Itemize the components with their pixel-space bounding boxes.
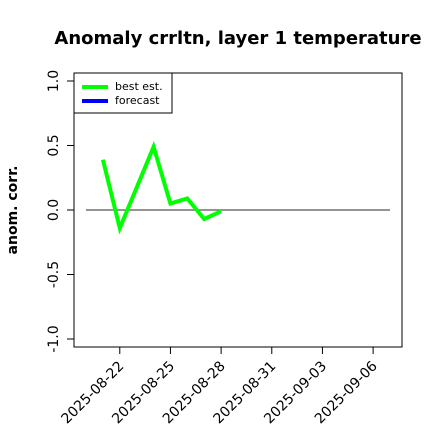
series-line-best-estimate — [100, 140, 222, 235]
legend-box — [73, 72, 173, 114]
y-tick-label: 0.5 — [46, 134, 62, 156]
x-axis: 2025-08-222025-08-252025-08-282025-08-31… — [59, 346, 381, 427]
chart-title: Anomaly crrltn, layer 1 temperature — [54, 28, 421, 49]
y-axis: -1.0 -0.5 0.0 0.5 1.0 — [46, 70, 75, 353]
y-axis-label: anom. corr. — [5, 166, 21, 255]
series-layer — [100, 140, 222, 235]
y-tick-label: 1.0 — [46, 70, 62, 92]
legend-label: best est. — [115, 80, 163, 93]
legend: best est.forecast — [73, 72, 173, 114]
y-tick-label: -0.5 — [46, 261, 62, 288]
y-tick-label: 0.0 — [46, 199, 62, 221]
legend-label: forecast — [115, 94, 160, 107]
y-tick-label: -1.0 — [46, 325, 62, 352]
